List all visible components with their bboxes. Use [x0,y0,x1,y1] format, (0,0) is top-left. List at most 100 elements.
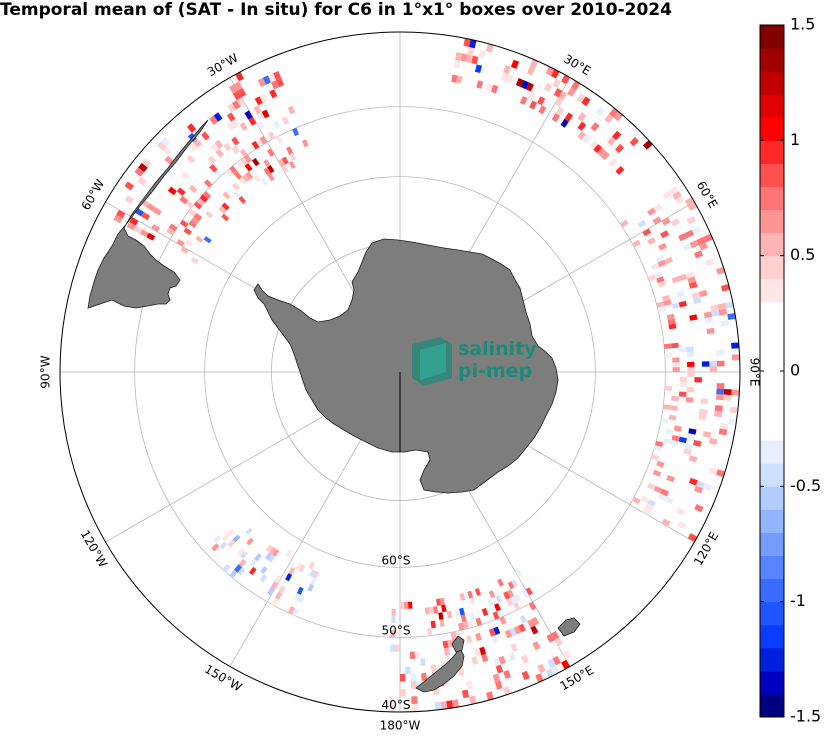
colorbar-swatch [760,601,784,626]
data-cell [138,162,148,173]
data-cell [678,347,687,353]
data-cell [716,360,725,367]
data-cell [721,284,730,292]
data-cell [439,597,446,606]
data-cell [210,143,220,152]
data-cell [499,616,507,625]
data-cell [255,138,264,147]
data-cell [543,82,553,93]
colorbar-swatch [760,555,784,580]
data-cell [686,346,694,352]
data-cell [446,700,454,709]
colorbar-swatch [760,693,784,718]
data-cell [702,431,712,438]
data-cell [662,190,673,200]
data-cell [577,130,586,140]
data-cell [281,156,289,165]
data-cell [500,72,509,82]
data-cell [235,71,244,82]
data-cell [257,77,266,88]
data-cell [581,134,591,144]
data-cell [672,367,680,372]
data-cell [714,405,723,412]
colorbar-tick-label: 0.5 [790,245,815,264]
data-cell [180,246,189,254]
data-cell [686,216,697,225]
data-cell [236,160,245,169]
data-cell [312,570,320,579]
colorbar-swatch [760,48,784,72]
data-cell [297,594,305,604]
data-cell [446,610,453,619]
data-cell [261,109,270,119]
data-cell [203,236,212,244]
data-cell [675,195,685,205]
data-cell [309,569,316,578]
data-cell [469,695,477,705]
data-cell [650,454,660,461]
data-cell [479,646,487,656]
data-cell [731,342,740,349]
data-cell [469,612,476,621]
data-cell [495,664,504,674]
colorbar-tick-label: 0 [790,361,800,380]
data-cell [244,154,252,164]
data-cell [245,527,253,535]
data-cell [728,418,737,426]
data-cell [308,561,315,570]
data-cell [688,477,698,486]
data-cell [632,496,641,505]
data-cell [219,541,228,550]
data-cell [691,226,702,235]
data-cell [497,578,504,587]
data-cell [474,588,481,596]
data-cell [455,630,462,639]
colorbar-swatch [760,278,784,303]
data-cell [476,80,484,89]
data-cell [593,144,603,154]
tasmania-landmass [557,617,581,637]
data-cell [481,607,489,617]
data-cell [689,314,698,321]
data-cell [214,169,223,178]
data-cell [493,657,501,667]
data-cell [458,622,465,631]
data-cell [507,581,515,590]
data-cell [488,628,496,637]
data-cell [595,106,605,117]
data-cell [207,155,217,164]
data-cell [571,80,581,91]
data-cell [615,143,625,154]
data-cell [254,96,263,106]
longitude-label: 30°E [561,52,593,79]
data-cell [657,280,667,288]
data-cell [260,177,269,186]
data-cell [687,372,695,378]
colorbar: 1.5 1 0.5 0 -0.5 -1 -1.5 [759,15,821,726]
data-cell [298,564,306,573]
data-cell [307,583,314,592]
data-cell [201,131,210,141]
data-cell [491,635,499,644]
data-cell [400,601,405,609]
data-cell [272,120,281,130]
data-cell [491,84,499,94]
data-cell [390,644,396,652]
data-cell [678,300,687,308]
data-cell [267,173,275,182]
colorbar-tick-label: -1 [790,591,806,610]
colorbar-swatch [760,71,784,95]
data-cell [665,428,674,435]
longitude-label: 60°E [694,179,721,211]
data-cell [486,83,494,92]
data-cell [699,289,708,298]
data-cell [687,533,698,542]
data-cell [716,383,725,389]
data-cell [289,152,297,161]
data-cell [274,591,283,600]
data-cell [709,366,717,372]
data-cell [287,105,296,115]
data-cell [271,80,280,90]
data-cell [238,195,247,204]
data-cell [180,219,189,228]
